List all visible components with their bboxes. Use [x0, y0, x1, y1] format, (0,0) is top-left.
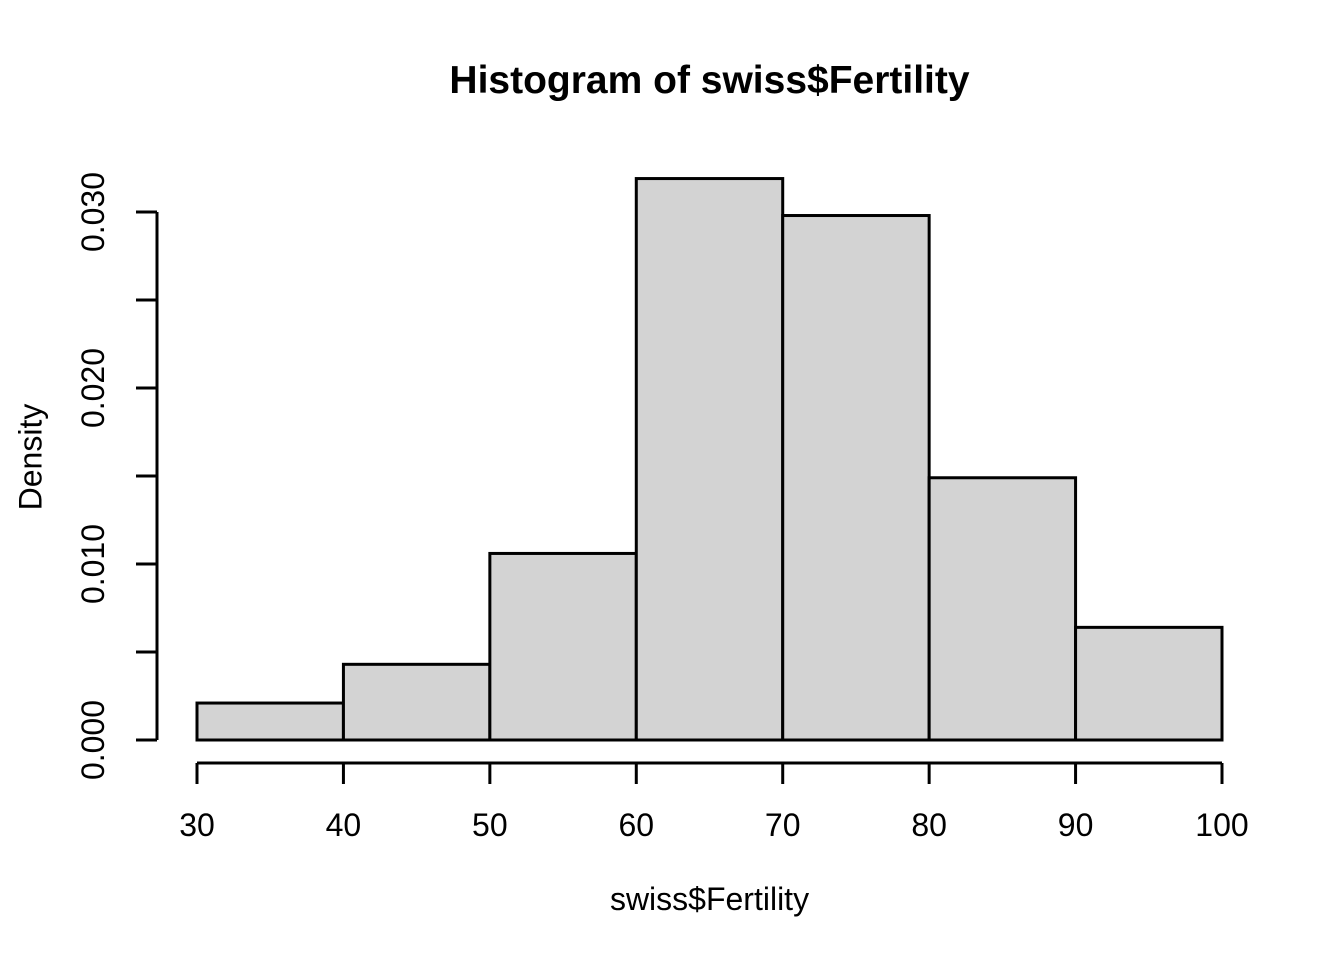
y-tick-label: 0.020 [75, 348, 111, 428]
y-tick-label: 0.010 [75, 524, 111, 604]
y-tick-label: 0.030 [75, 172, 111, 252]
y-axis-title: Density [12, 403, 49, 511]
x-tick-label: 90 [1058, 807, 1094, 843]
histogram-bar [927, 476, 1078, 742]
x-tick-label: 40 [326, 807, 362, 843]
x-tick-label: 30 [179, 807, 215, 843]
histogram-bar [781, 214, 931, 742]
histogram-bar [1074, 625, 1224, 742]
histogram-bar [488, 551, 638, 742]
x-tick-label: 80 [911, 807, 947, 843]
x-tick-label: 60 [618, 807, 654, 843]
x-tick-label: 100 [1195, 807, 1248, 843]
histogram-bar [341, 662, 492, 742]
x-tick-label: 50 [472, 807, 508, 843]
x-tick-label: 70 [765, 807, 801, 843]
chart-title: Histogram of swiss$Fertility [449, 59, 970, 102]
y-tick-label: 0.000 [75, 700, 111, 780]
histogram-bar [195, 701, 345, 742]
histogram-bar [634, 177, 785, 742]
x-axis-title: swiss$Fertility [609, 881, 810, 917]
